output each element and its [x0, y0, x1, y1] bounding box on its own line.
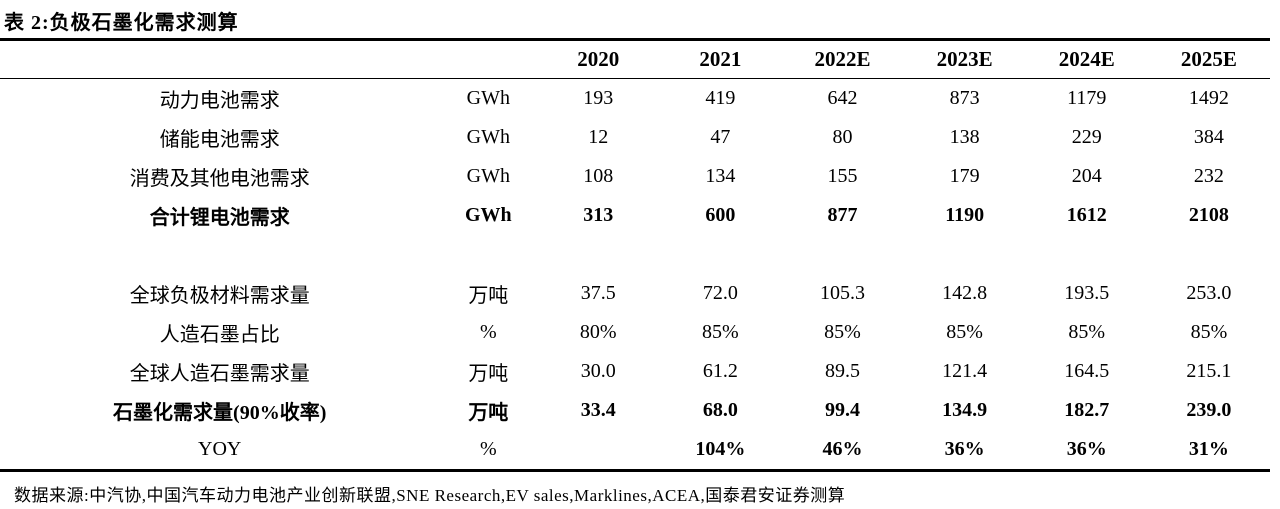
unit-cell: GWh [466, 165, 510, 187]
year-header: 2023E [903, 39, 1026, 79]
table-row-graphitization: 石墨化需求量(90%收率) 万吨 33.4 68.0 99.4 134.9 18… [0, 391, 1270, 430]
value-cell: 215.1 [1186, 360, 1232, 382]
value-cell: 85% [946, 321, 983, 343]
value-cell: 89.5 [825, 360, 861, 382]
value-cell: 104% [695, 438, 746, 460]
value-cell: 80 [832, 126, 853, 148]
value-cell: 193.5 [1064, 282, 1110, 304]
table-row: 人造石墨占比 % 80% 85% 85% 85% 85% 85% [0, 313, 1270, 352]
row-label: 合计锂电池需求 [149, 207, 290, 229]
value-cell: 85% [1190, 321, 1228, 343]
row-label: YOY [198, 438, 242, 460]
value-cell: 80% [579, 321, 617, 343]
table-row-yoy: YOY % 104% 46% 36% 36% 31% [0, 430, 1270, 471]
value-cell: 61.2 [702, 360, 738, 382]
unit-cell: 万吨 [468, 363, 509, 385]
value-cell: 193 [583, 87, 614, 109]
value-cell: 419 [705, 87, 736, 109]
table-row-total: 合计锂电池需求 GWh 313 600 877 1190 1612 2108 [0, 196, 1270, 235]
unit-cell: % [479, 321, 497, 343]
value-cell: 2108 [1188, 204, 1229, 226]
spacer-row [0, 235, 1270, 274]
value-cell: 138 [949, 126, 980, 148]
value-cell: 36% [1066, 438, 1107, 460]
header-unit-blank [439, 39, 538, 79]
value-cell: 37.5 [580, 282, 616, 304]
value-cell: 68.0 [702, 399, 738, 421]
value-cell: 313 [583, 204, 614, 226]
value-cell: 179 [949, 165, 980, 187]
unit-cell: 万吨 [468, 285, 509, 307]
value-cell: 105.3 [820, 282, 866, 304]
table-row: 动力电池需求 GWh 193 419 642 873 1179 1492 [0, 79, 1270, 119]
table-row: 全球负极材料需求量 万吨 37.5 72.0 105.3 142.8 193.5… [0, 274, 1270, 313]
value-cell: 85% [824, 321, 861, 343]
row-label: 动力电池需求 [159, 90, 280, 112]
value-cell: 239.0 [1186, 399, 1232, 421]
table-caption: 表 2:负极石墨化需求测算 [4, 12, 239, 34]
value-cell: 46% [822, 438, 863, 460]
year-header: 2025E [1147, 39, 1270, 79]
value-cell: 134.9 [942, 399, 988, 421]
table-row: 储能电池需求 GWh 12 47 80 138 229 384 [0, 118, 1270, 157]
value-cell: 253.0 [1186, 282, 1232, 304]
row-label: 储能电池需求 [159, 129, 280, 151]
value-cell: 85% [702, 321, 739, 343]
value-cell: 31% [1188, 438, 1229, 460]
value-cell: 873 [949, 87, 980, 109]
value-cell: 204 [1071, 165, 1102, 187]
value-cell: 85% [1068, 321, 1106, 343]
value-cell: 99.4 [825, 399, 861, 421]
value-cell: 1179 [1067, 87, 1107, 109]
value-cell: 1190 [945, 204, 985, 226]
year-header: 2020 [537, 39, 660, 79]
row-label: 人造石墨占比 [159, 324, 280, 346]
value-cell: 30.0 [580, 360, 616, 382]
unit-cell: % [479, 438, 497, 460]
value-cell: 1612 [1066, 204, 1107, 226]
year-header: 2021 [659, 39, 782, 79]
unit-cell: GWh [464, 204, 512, 226]
year-header: 2024E [1025, 39, 1148, 79]
header-row: 2020 2021 2022E 2023E 2024E 2025E [0, 39, 1270, 79]
value-cell: 33.4 [580, 399, 616, 421]
table-row: 全球人造石墨需求量 万吨 30.0 61.2 89.5 121.4 164.5 … [0, 352, 1270, 391]
table-row: 消费及其他电池需求 GWh 108 134 155 179 204 232 [0, 157, 1270, 196]
source-note: 数据来源:中汽协,中国汽车动力电池产业创新联盟,SNE Research,EV … [14, 486, 846, 505]
value-cell: 134 [705, 165, 736, 187]
value-cell: 108 [583, 165, 614, 187]
value-cell: 384 [1193, 126, 1224, 148]
value-cell: 142.8 [942, 282, 988, 304]
value-cell: 12 [588, 126, 609, 148]
value-cell: 72.0 [702, 282, 738, 304]
unit-cell: 万吨 [468, 402, 509, 424]
value-cell: 642 [827, 87, 858, 109]
value-cell: 36% [944, 438, 985, 460]
value-cell: 155 [827, 165, 858, 187]
row-label: 消费及其他电池需求 [129, 168, 310, 190]
value-cell: 229 [1071, 126, 1102, 148]
value-cell: 182.7 [1064, 399, 1110, 421]
value-cell: 47 [710, 126, 731, 148]
demand-table: 2020 2021 2022E 2023E 2024E 2025E 动力电池需求… [0, 38, 1270, 472]
value-cell: 121.4 [942, 360, 988, 382]
value-cell: 164.5 [1064, 360, 1110, 382]
value-cell: 877 [827, 204, 858, 226]
unit-cell: GWh [466, 87, 510, 109]
row-label: 全球人造石墨需求量 [129, 363, 310, 385]
header-label-blank [0, 39, 440, 79]
value-cell: 232 [1193, 165, 1224, 187]
value-cell [537, 430, 659, 471]
value-cell: 1492 [1188, 87, 1229, 109]
row-label: 全球负极材料需求量 [129, 285, 310, 307]
year-header: 2022E [781, 39, 904, 79]
value-cell: 600 [705, 204, 736, 226]
unit-cell: GWh [466, 126, 510, 148]
row-label: 石墨化需求量(90%收率) [113, 402, 327, 424]
